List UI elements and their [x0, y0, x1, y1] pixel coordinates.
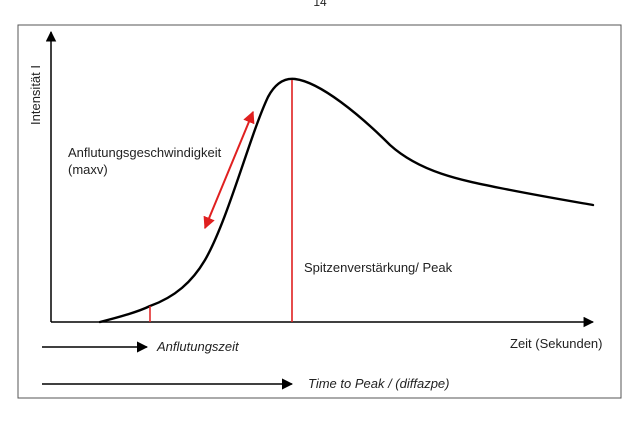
figure-frame — [17, 24, 622, 399]
x-axis-label: Zeit (Sekunden) — [510, 336, 603, 351]
intensity-curve — [98, 77, 595, 324]
slope-label: Anflutungsgeschwindigkeit — [68, 145, 222, 160]
slope-arrow — [203, 110, 255, 230]
peak-label: Spitzenverstärkung/ Peak — [304, 260, 453, 275]
time-to-peak-label: Time to Peak / (diffazpe) — [308, 376, 450, 391]
rise-time-label: Anflutungszeit — [156, 339, 240, 354]
y-axis-label: Intensität I — [28, 65, 43, 125]
slope-sublabel: (maxv) — [68, 162, 108, 177]
page-number: 14 — [313, 0, 327, 9]
